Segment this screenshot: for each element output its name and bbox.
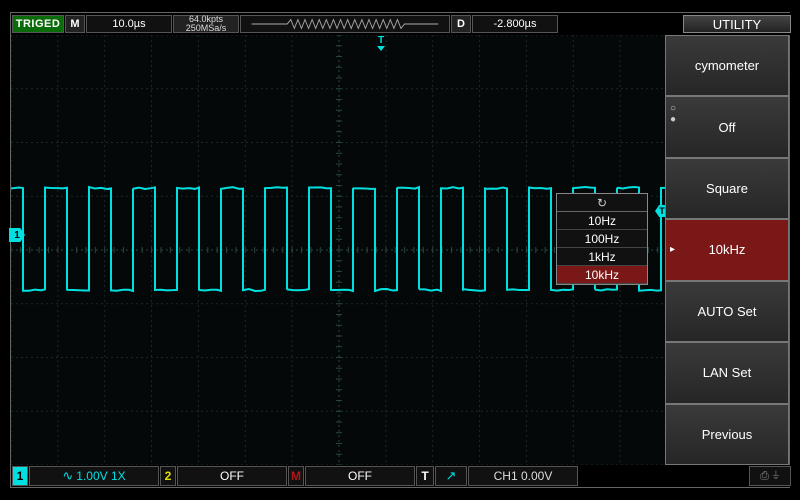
delay-d-chip[interactable]: D xyxy=(451,15,471,33)
side-menu: cymometer ○ ● Off Square ▸ 10kHz AUTO Set LAN S… xyxy=(665,35,789,465)
dropdown-item-10hz[interactable]: 10Hz xyxy=(557,212,647,230)
dropdown-item-10khz[interactable]: 10kHz xyxy=(557,266,647,284)
top-bar: TRIGED M 10.0µs 64.0kpts 250MSa/s D -2.8… xyxy=(11,13,791,35)
math-badge[interactable]: M xyxy=(288,466,304,486)
oscilloscope-screen: TRIGED M 10.0µs 64.0kpts 250MSa/s D -2.8… xyxy=(0,0,800,500)
trigger-edge-icon[interactable]: ↗ xyxy=(435,466,467,486)
sample-rate-chip: 64.0kpts 250MSa/s xyxy=(173,15,239,33)
timebase-value[interactable]: 10.0µs xyxy=(86,15,172,33)
ch1-badge[interactable]: 1 xyxy=(12,466,28,486)
side-button-label: 10kHz xyxy=(709,242,746,257)
sample-rate: 250MSa/s xyxy=(186,24,227,33)
ch1-scale[interactable]: ∿ 1.00V 1X xyxy=(29,466,159,486)
delay-value[interactable]: -2.800µs xyxy=(472,15,558,33)
ch2-badge[interactable]: 2 xyxy=(160,466,176,486)
side-button-label: Off xyxy=(718,120,735,135)
trigger-position-marker[interactable]: T xyxy=(374,34,388,46)
side-button-auto-set[interactable]: AUTO Set xyxy=(665,281,789,342)
math-state[interactable]: OFF xyxy=(305,466,415,486)
side-button-label: Square xyxy=(706,181,748,196)
side-button-label: LAN Set xyxy=(703,365,751,380)
timebase-m-chip[interactable]: M xyxy=(65,15,85,33)
side-button-10khz[interactable]: ▸ 10kHz xyxy=(665,219,789,280)
side-button-off[interactable]: ○ ● Off xyxy=(665,96,789,157)
side-button-lan-set[interactable]: LAN Set xyxy=(665,342,789,403)
dropdown-item-1khz[interactable]: 1kHz xyxy=(557,248,647,266)
side-button-square[interactable]: Square xyxy=(665,158,789,219)
ac-coupling-icon: ∿ xyxy=(62,468,73,484)
dropdown-refresh-icon[interactable]: ↻ xyxy=(557,194,647,212)
side-button-label: AUTO Set xyxy=(697,304,756,319)
side-button-label: Previous xyxy=(702,427,753,442)
bottom-bar: 1 ∿ 1.00V 1X 2 OFF M OFF T ↗ CH1 0.00V ⎙… xyxy=(11,465,791,487)
trigger-state-chip: TRIGED xyxy=(12,15,64,33)
usb-status-icon: ⎙ ⏚ xyxy=(749,466,791,486)
side-button-previous[interactable]: Previous xyxy=(665,404,789,465)
memory-scroll-icon xyxy=(241,16,449,32)
dropdown-item-100hz[interactable]: 100Hz xyxy=(557,230,647,248)
utility-button[interactable]: UTILITY xyxy=(683,15,791,33)
trigger-source-level[interactable]: CH1 0.00V xyxy=(468,466,578,486)
ch2-state[interactable]: OFF xyxy=(177,466,287,486)
side-button-label: cymometer xyxy=(695,58,759,73)
waveform-grid[interactable]: 1 T T ↻ 10Hz100Hz1kHz10kHz xyxy=(11,35,667,465)
submenu-arrow-icon: ▸ xyxy=(670,244,675,255)
trigger-t-badge[interactable]: T xyxy=(416,466,434,486)
memory-position-bar[interactable] xyxy=(240,15,450,33)
frame: TRIGED M 10.0µs 64.0kpts 250MSa/s D -2.8… xyxy=(10,12,790,488)
frequency-dropdown[interactable]: ↻ 10Hz100Hz1kHz10kHz xyxy=(556,193,648,285)
radio-indicator-icon: ○ ● xyxy=(670,103,676,125)
side-button-cymometer[interactable]: cymometer xyxy=(665,35,789,96)
